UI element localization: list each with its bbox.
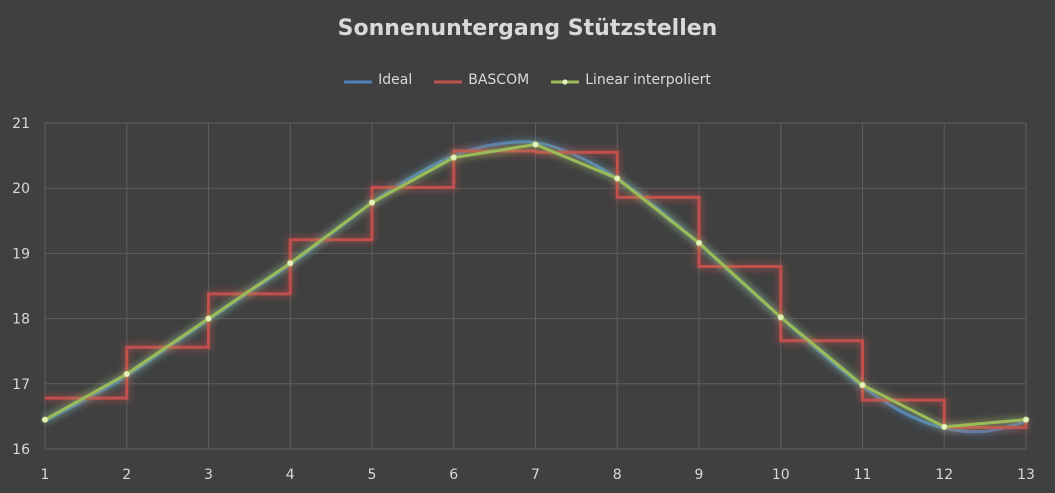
- series-linear-point-12: [941, 423, 948, 431]
- series-linear-point-13: [1022, 416, 1030, 423]
- x-tick-label-11: 11: [854, 467, 872, 483]
- series-linear-point-11: [859, 381, 866, 389]
- x-tick-label-4: 4: [286, 467, 295, 483]
- x-tick-label-1: 1: [41, 467, 50, 483]
- x-tick-label-5: 5: [368, 467, 377, 483]
- x-tick-label-13: 13: [1017, 467, 1035, 483]
- x-tick-labels: 1 2 3 4 5 6 7 8 9 10 11 12 13: [41, 467, 1035, 483]
- legend-label-linear: Linear interpoliert: [585, 72, 711, 88]
- legend-item-ideal: Ideal: [343, 72, 413, 88]
- y-tick-label-20: 20: [12, 181, 30, 197]
- y-tick-label-17: 17: [12, 377, 30, 393]
- x-tick-label-7: 7: [531, 467, 540, 483]
- series-linear-point-10: [777, 314, 784, 321]
- y-tick-label-21: 21: [12, 116, 30, 132]
- y-tick-label-19: 19: [12, 246, 30, 262]
- series-group: [41, 140, 1030, 434]
- x-tick-label-9: 9: [695, 467, 704, 483]
- x-tick-label-6: 6: [449, 467, 458, 483]
- y-tick-labels: 16 17 18 19 20 21: [12, 116, 30, 458]
- series-linear-point-9: [695, 239, 703, 247]
- legend-label-bascom: BASCOM: [468, 72, 530, 88]
- series-linear-point-4: [287, 259, 294, 267]
- series-linear-point-5: [368, 199, 376, 206]
- x-tick-label-12: 12: [935, 467, 953, 483]
- legend-item-bascom: BASCOM: [433, 72, 530, 88]
- x-tick-label-2: 2: [122, 467, 131, 483]
- series-linear-point-7: [532, 141, 539, 148]
- series-linear-point-8: [614, 175, 621, 182]
- chart-title: Sonnenuntergang Stützstellen: [337, 16, 718, 41]
- series-bascom-line: [45, 149, 1028, 429]
- legend-swatch-ideal: [343, 75, 373, 85]
- series-linear-point-6: [450, 154, 457, 161]
- x-tick-label-10: 10: [772, 467, 790, 483]
- legend-label-ideal: Ideal: [378, 72, 413, 88]
- legend-swatch-bascom: [433, 75, 463, 85]
- series-linear-point-3: [205, 315, 212, 322]
- legend-swatch-linear: [550, 75, 580, 85]
- series-linear-point-2: [123, 370, 130, 378]
- x-tick-label-8: 8: [613, 467, 622, 483]
- y-tick-label-18: 18: [12, 312, 30, 328]
- series-linear-point-1: [41, 416, 49, 423]
- x-tick-label-3: 3: [204, 467, 213, 483]
- y-tick-label-16: 16: [12, 442, 30, 458]
- legend: Ideal BASCOM Linear interpoliert: [0, 72, 1055, 88]
- legend-item-linear: Linear interpoliert: [550, 72, 711, 88]
